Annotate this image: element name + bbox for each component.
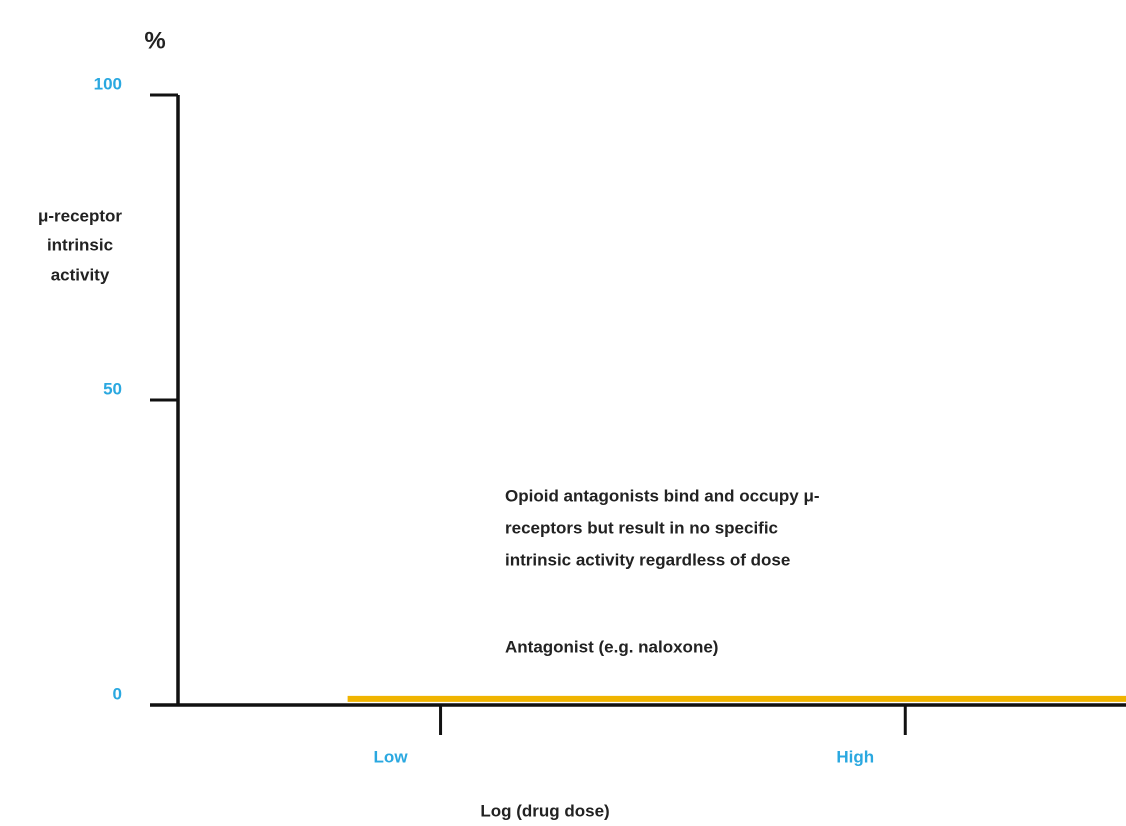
y-axis-label: intrinsic (47, 235, 113, 254)
series-label: Antagonist (e.g. naloxone) (505, 637, 718, 656)
y-axis-label: activity (51, 265, 110, 284)
y-tick-label: 100 (94, 74, 122, 93)
x-axis-label: Log (drug dose) (480, 801, 609, 820)
y-axis-label: μ-receptor (38, 206, 122, 225)
annotation: Opioid antagonists bind and occupy μ- (505, 486, 820, 505)
y-tick-label: 50 (103, 379, 122, 398)
x-tick-label: Low (374, 747, 409, 766)
annotation: intrinsic activity regardless of dose (505, 550, 790, 569)
y-unit: % (144, 27, 165, 54)
annotation: receptors but result in no specific (505, 518, 778, 537)
x-tick-label: High (836, 747, 874, 766)
y-tick-label: 0 (113, 684, 122, 703)
